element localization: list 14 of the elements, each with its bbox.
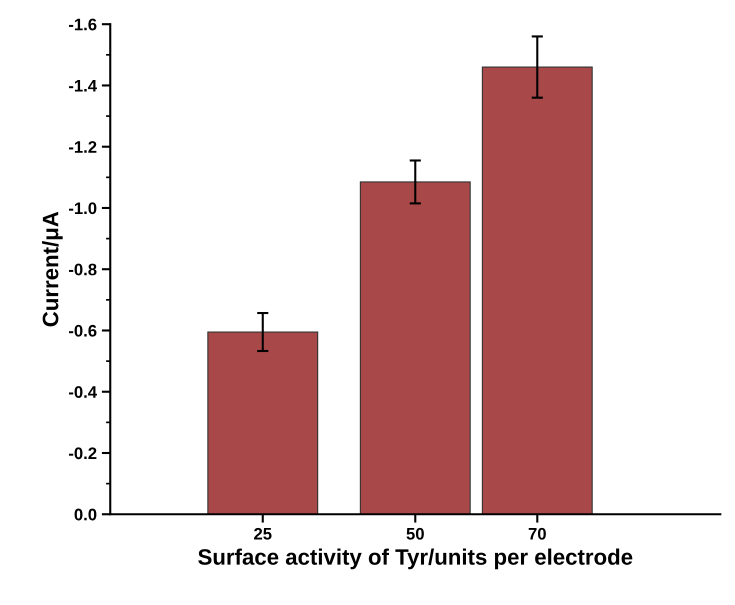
y-tick-label: -0.4 [68,386,97,398]
y-tick-label: -1.6 [68,18,96,30]
y-tick-label: -1.2 [68,141,96,153]
y-tick-label: -0.2 [68,447,96,460]
y-tick-label: -0.8 [68,264,97,276]
x-tick-label: 50 [406,528,424,540]
x-tick-label: 25 [254,528,272,540]
x-axis-title: Surface activity of Tyr/units per electrode [198,548,632,570]
y-axis-title: Current/μA [42,212,63,326]
y-tick-label: -1.0 [68,202,96,214]
x-tick-label: 70 [528,528,546,540]
y-tick-label: 0.0 [74,508,96,520]
y-tick-label: -0.6 [68,324,96,337]
y-tick-label: -1.4 [68,80,97,92]
